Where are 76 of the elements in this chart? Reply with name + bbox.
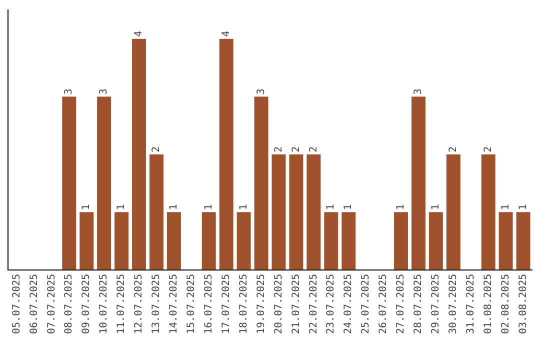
x-tick-label: 26.07.2025 bbox=[378, 274, 390, 334]
x-tick-label: 24.07.2025 bbox=[343, 274, 354, 334]
bar bbox=[202, 212, 216, 270]
data-label: 2 bbox=[151, 146, 162, 152]
bar bbox=[236, 212, 251, 270]
data-label: 3 bbox=[256, 88, 267, 95]
bar bbox=[80, 212, 94, 270]
data-label: 2 bbox=[290, 146, 302, 152]
bar bbox=[114, 212, 129, 270]
x-tick-label: 11.07.2025 bbox=[116, 274, 128, 334]
bar bbox=[272, 154, 286, 270]
bar bbox=[132, 38, 146, 270]
data-label: 1 bbox=[518, 204, 529, 210]
bar bbox=[254, 96, 268, 270]
data-label: 1 bbox=[396, 204, 407, 210]
x-tick-label: 13.07.2025 bbox=[151, 274, 162, 334]
x-tick-label: 30.07.2025 bbox=[448, 274, 459, 334]
data-label: 1 bbox=[430, 204, 442, 210]
x-tick-label: 06.07.2025 bbox=[28, 274, 40, 334]
bar bbox=[97, 96, 112, 270]
data-label: 2 bbox=[273, 146, 284, 152]
x-tick-label: 27.07.2025 bbox=[396, 274, 407, 334]
data-label: 1 bbox=[343, 204, 354, 210]
x-tick-label: 19.07.2025 bbox=[256, 274, 267, 334]
data-label: 1 bbox=[500, 204, 512, 210]
x-tick-label: 14.07.2025 bbox=[168, 274, 180, 334]
x-tick-label: 28.07.2025 bbox=[413, 274, 424, 334]
bar bbox=[219, 38, 234, 270]
bar bbox=[289, 154, 304, 270]
data-label: 1 bbox=[326, 204, 337, 210]
x-tick-label: 17.07.2025 bbox=[220, 274, 232, 334]
x-tick-label: 07.07.2025 bbox=[46, 274, 58, 334]
data-label: 1 bbox=[116, 204, 128, 210]
x-tick-label: 05.07.2025 bbox=[11, 274, 22, 334]
data-label: 2 bbox=[482, 146, 494, 152]
x-tick-label: 10.07.2025 bbox=[98, 274, 110, 334]
bar bbox=[166, 212, 181, 270]
bar bbox=[411, 96, 426, 270]
x-tick-label: 16.07.2025 bbox=[203, 274, 214, 334]
bar bbox=[62, 96, 76, 270]
bar bbox=[446, 154, 460, 270]
x-tick-label: 01.08.2025 bbox=[482, 274, 494, 334]
bar bbox=[149, 154, 164, 270]
data-label: 3 bbox=[98, 88, 110, 95]
x-tick-label: 25.07.2025 bbox=[360, 274, 372, 334]
data-label: 1 bbox=[238, 204, 250, 210]
bar bbox=[516, 212, 530, 270]
bar bbox=[428, 212, 443, 270]
x-tick-label: 02.08.2025 bbox=[500, 274, 512, 334]
bar bbox=[342, 212, 356, 270]
x-tick-label: 23.07.2025 bbox=[326, 274, 337, 334]
x-tick-label: 29.07.2025 bbox=[430, 274, 442, 334]
bar bbox=[481, 154, 496, 270]
data-label: 4 bbox=[134, 30, 145, 37]
x-tick-label: 15.07.2025 bbox=[186, 274, 197, 334]
x-tick-label: 03.08.2025 bbox=[518, 274, 529, 334]
data-label: 2 bbox=[448, 146, 459, 152]
data-label: 1 bbox=[81, 204, 92, 210]
data-label: 1 bbox=[203, 204, 214, 210]
x-tick-label: 12.07.2025 bbox=[134, 274, 145, 334]
bar bbox=[394, 212, 408, 270]
data-label: 3 bbox=[64, 88, 75, 95]
x-tick-label: 21.07.2025 bbox=[290, 274, 302, 334]
x-tick-label: 08.07.2025 bbox=[64, 274, 75, 334]
bar bbox=[498, 212, 513, 270]
bar bbox=[324, 212, 338, 270]
data-label: 4 bbox=[220, 30, 232, 37]
x-tick-label: 22.07.2025 bbox=[308, 274, 320, 334]
data-label: 3 bbox=[413, 88, 424, 95]
data-label: 1 bbox=[168, 204, 180, 210]
x-tick-label: 31.07.2025 bbox=[465, 274, 476, 334]
x-tick-label: 18.07.2025 bbox=[238, 274, 250, 334]
bar bbox=[306, 154, 321, 270]
x-tick-label: 09.07.2025 bbox=[81, 274, 92, 334]
data-label: 2 bbox=[308, 146, 320, 152]
x-tick-label: 20.07.2025 bbox=[273, 274, 284, 334]
